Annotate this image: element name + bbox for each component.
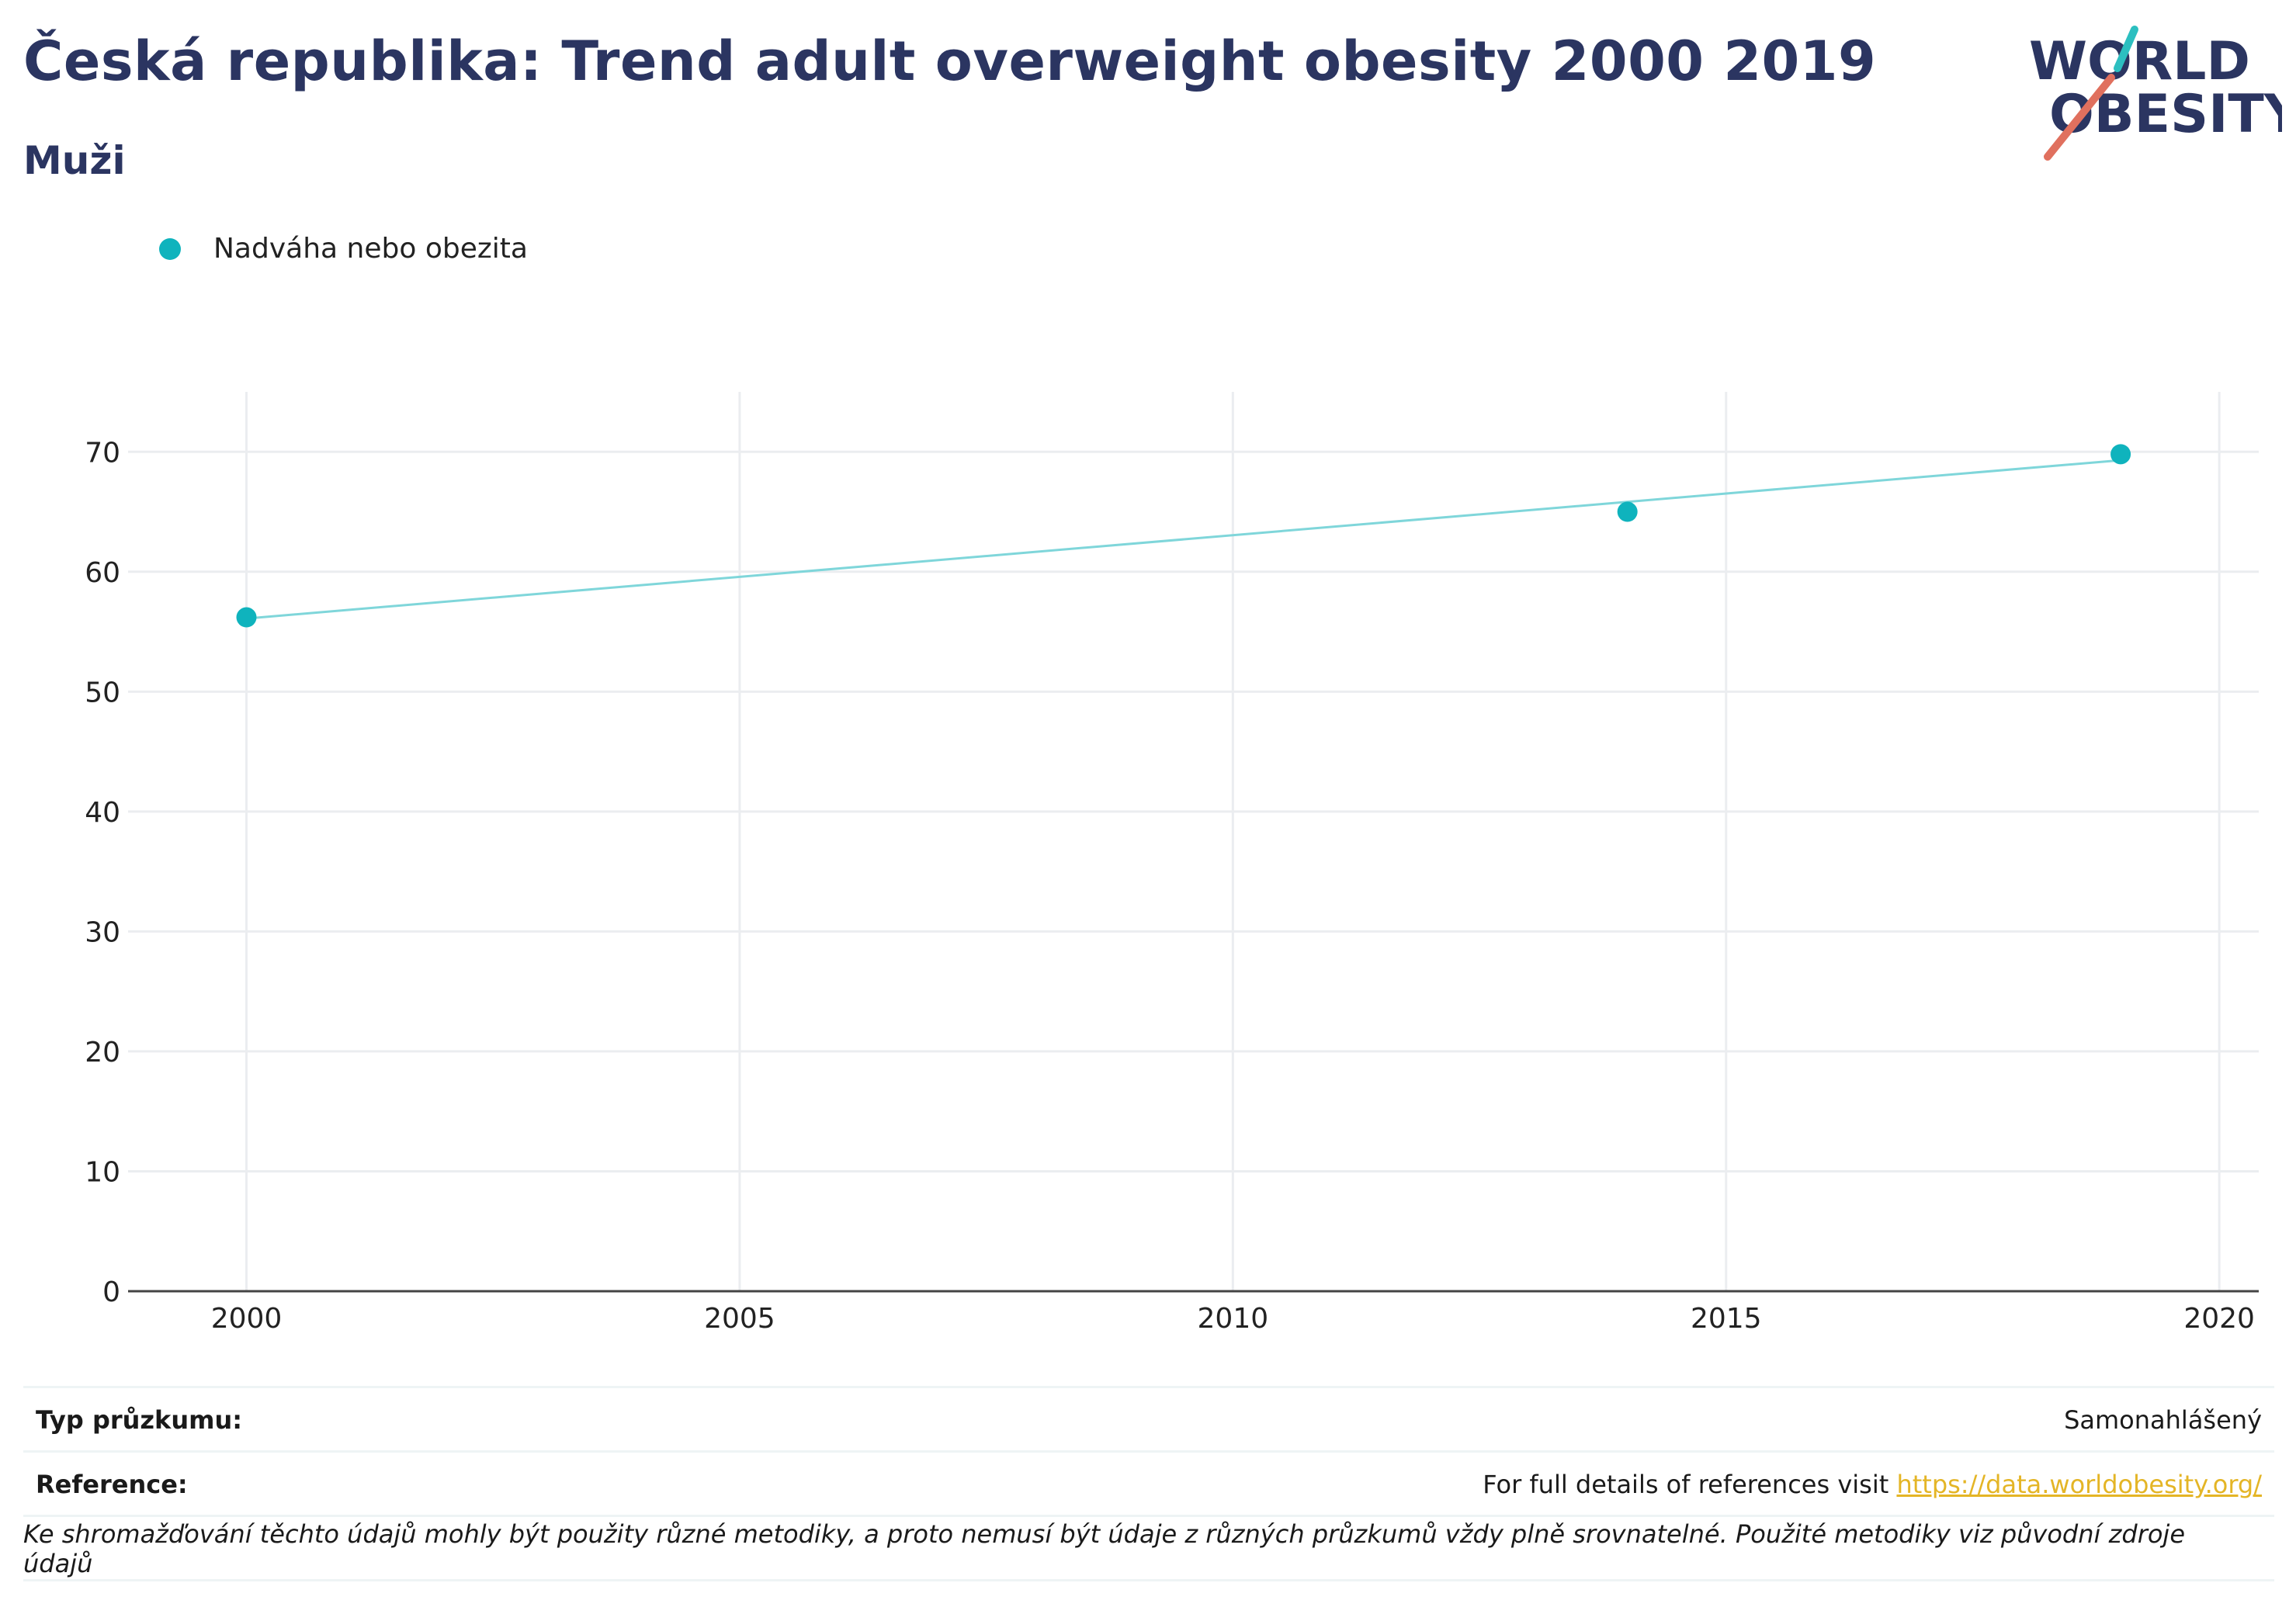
x-tick-label: 2015 xyxy=(1691,1303,1762,1335)
x-tick-label: 2000 xyxy=(211,1303,283,1335)
methodology-note-row: Ke shromažďování těchto údajů mohly být … xyxy=(23,1515,2274,1581)
x-tick-label: 2005 xyxy=(704,1303,775,1335)
data-point xyxy=(1617,501,1638,522)
survey-type-value: Samonahlášený xyxy=(2064,1405,2262,1435)
survey-type-label: Typ průzkumu: xyxy=(36,1405,243,1435)
y-tick-label: 30 xyxy=(85,916,120,948)
y-tick-label: 10 xyxy=(85,1156,120,1188)
y-tick-label: 60 xyxy=(85,557,120,589)
x-tick-label: 2010 xyxy=(1198,1303,1269,1335)
y-tick-label: 0 xyxy=(102,1276,120,1308)
y-tick-label: 20 xyxy=(85,1037,120,1069)
chart-plot: 0 10 20 30 40 50 60 70 2000 2005 2010 2015 2020 xyxy=(85,392,2259,1335)
methodology-note: Ke shromažďování těchto údajů mohly být … xyxy=(23,1519,2185,1578)
chart-legend: Nadváha nebo obezita xyxy=(159,233,528,265)
legend-label: Nadváha nebo obezita xyxy=(213,233,528,265)
logo-line2: OBESITY xyxy=(2049,84,2282,145)
reference-link[interactable]: https://data.worldobesity.org/ xyxy=(1896,1470,2262,1499)
y-tick-label: 40 xyxy=(85,797,120,829)
reference-row: Reference: For full details of reference… xyxy=(23,1450,2274,1516)
reference-value: For full details of references visit htt… xyxy=(1483,1470,2274,1499)
chart-subtitle: Muži xyxy=(23,138,126,183)
world-obesity-logo: WORLD OBESITY xyxy=(2029,26,2282,161)
y-tick-label: 70 xyxy=(85,437,120,469)
legend-marker xyxy=(159,237,181,260)
logo-line1: WORLD xyxy=(2029,31,2250,92)
reference-label: Reference: xyxy=(36,1470,188,1499)
x-tick-label: 2020 xyxy=(2183,1303,2255,1335)
chart-title: Česká republika: Trend adult overweight … xyxy=(23,29,1877,93)
data-point xyxy=(2110,444,2131,465)
y-tick-label: 50 xyxy=(85,677,120,708)
trend-line xyxy=(246,459,2121,620)
survey-type-row: Typ průzkumu: Samonahlášený xyxy=(23,1386,2274,1452)
reference-text: For full details of references visit xyxy=(1483,1470,1897,1499)
data-point xyxy=(236,607,257,628)
